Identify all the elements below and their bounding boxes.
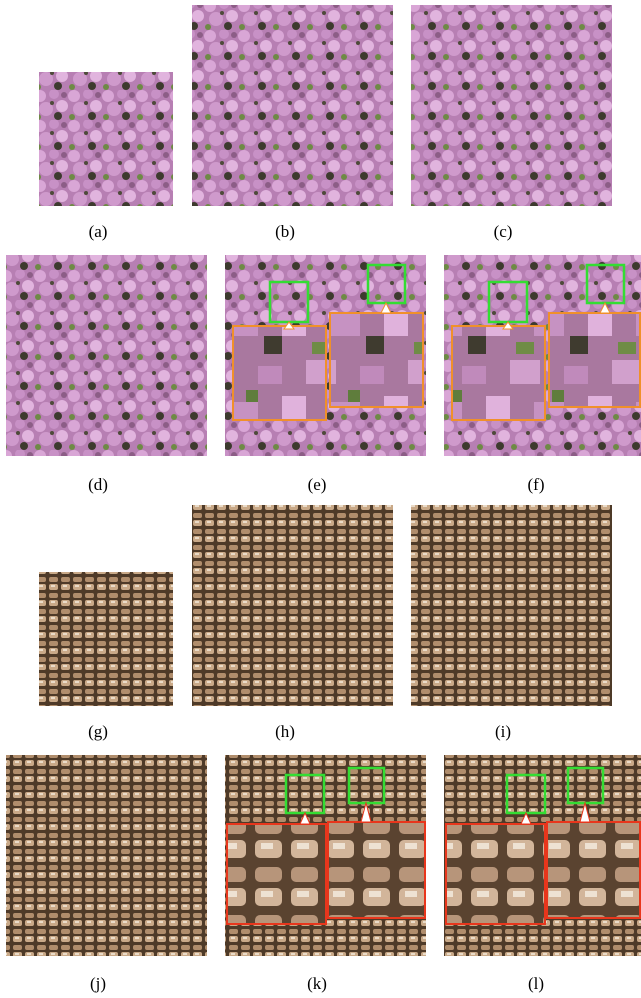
caption: (b) [275, 222, 295, 241]
zoom-panel [444, 755, 641, 956]
caption: (k) [307, 974, 327, 993]
caption: (j) [90, 974, 106, 993]
texture-image [39, 72, 173, 206]
caption: (h) [275, 722, 295, 741]
texture-image [192, 505, 393, 706]
zoom-inset [227, 824, 326, 924]
caption: (l) [528, 974, 544, 993]
zoom-inset [233, 326, 326, 420]
zoom-inset [547, 822, 640, 918]
texture-image [411, 505, 612, 706]
zoom-panel [444, 255, 641, 456]
zoom-inset [446, 824, 545, 924]
caption: (a) [89, 222, 108, 241]
caption: (c) [494, 222, 513, 241]
zoom-inset [452, 326, 545, 420]
texture-image [6, 255, 207, 456]
caption: (i) [495, 722, 511, 741]
caption: (d) [88, 475, 108, 494]
zoom-panel [225, 755, 426, 956]
figure: (a) (b) (c) (d) (e) (f) (g) (h) (i) (j) … [0, 0, 641, 998]
caption: (f) [528, 475, 545, 494]
texture-image [411, 5, 612, 206]
zoom-inset [328, 822, 425, 918]
caption: (g) [88, 722, 108, 741]
texture-image [192, 5, 393, 206]
zoom-inset [330, 313, 423, 407]
zoom-inset [549, 313, 640, 407]
texture-image [6, 755, 207, 956]
zoom-panel [225, 255, 426, 456]
caption: (e) [308, 475, 327, 494]
texture-image [39, 572, 173, 706]
